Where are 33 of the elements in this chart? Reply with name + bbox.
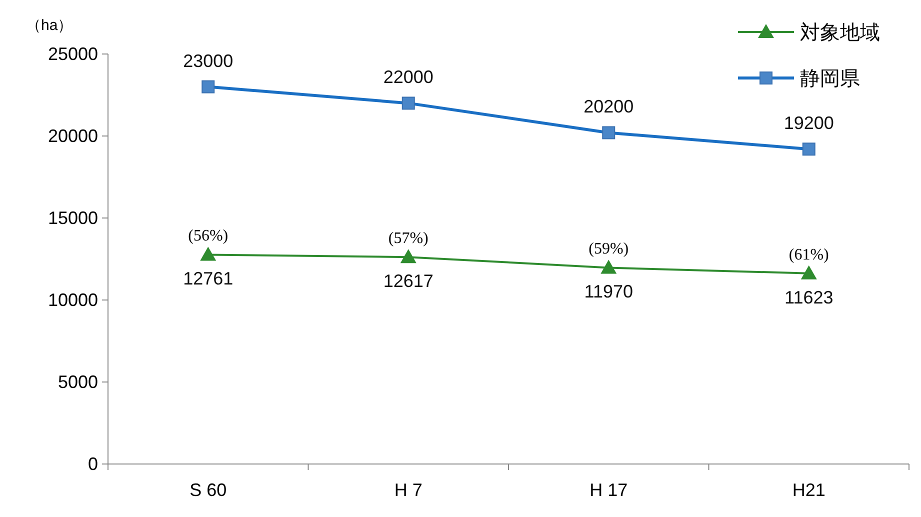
x-tick-label: H21 (792, 480, 826, 500)
data-label: 19200 (784, 113, 834, 134)
data-label: 12761 (183, 268, 234, 289)
y-tick-label: 15000 (48, 208, 98, 228)
data-label: 22000 (383, 67, 434, 88)
point (802, 142, 816, 156)
point (400, 249, 416, 264)
x-tick-label: H 7 (394, 480, 422, 500)
y-tick-label: 5000 (58, 372, 98, 392)
data-label: 11970 (584, 282, 633, 302)
y-axis-title: （ha） (26, 17, 73, 34)
annotation: (61%) (788, 246, 829, 264)
y-tick-label: 20000 (48, 126, 98, 146)
point (600, 260, 617, 274)
point (402, 96, 415, 110)
annotation: (57%) (388, 230, 428, 248)
data-label: 23000 (183, 50, 234, 71)
point (200, 246, 216, 261)
x-tick-label: H 17 (590, 480, 628, 500)
legend-label: 対象地域 (800, 22, 880, 44)
y-tick-label: 10000 (48, 290, 98, 310)
point (202, 80, 215, 94)
annotation: (59%) (588, 240, 629, 258)
y-tick-label: 0 (88, 454, 98, 474)
data-label: 12617 (383, 271, 434, 292)
data-label: 11623 (784, 287, 834, 308)
y-tick-label: 25000 (48, 44, 98, 64)
x-tick-label: S 60 (190, 480, 227, 500)
point (800, 265, 817, 280)
data-label: 20200 (584, 96, 634, 117)
point (602, 126, 616, 140)
legend-label: 静岡県 (800, 68, 860, 90)
annotation: (56%) (188, 228, 228, 245)
